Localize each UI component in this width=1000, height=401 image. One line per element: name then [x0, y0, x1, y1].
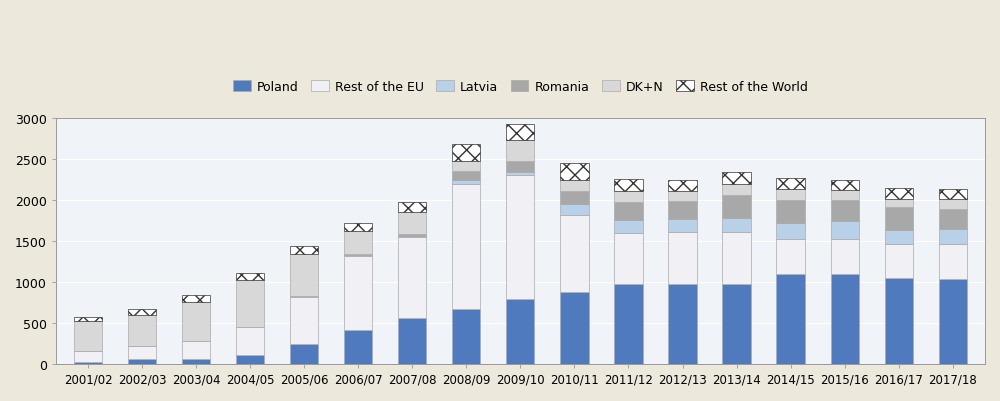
Bar [560, 292, 589, 364]
Bar [290, 297, 318, 344]
Bar [236, 327, 264, 328]
Bar [128, 309, 156, 315]
Legend: Poland, Rest of the EU, Latvia, Romania, DK+N, Rest of the World: Poland, Rest of the EU, Latvia, Romania,… [228, 76, 813, 99]
Bar [398, 318, 426, 364]
Bar [614, 284, 643, 364]
Bar [885, 230, 913, 244]
Bar [506, 172, 534, 176]
Bar [614, 191, 643, 203]
Bar [614, 203, 643, 220]
Bar [668, 219, 697, 232]
Bar [885, 188, 913, 199]
Bar [560, 191, 589, 205]
Bar [290, 246, 318, 254]
Bar [398, 238, 426, 318]
Bar [939, 279, 967, 364]
Bar [560, 205, 589, 216]
Bar [74, 322, 102, 351]
Bar [614, 220, 643, 233]
Bar [776, 190, 805, 200]
Bar [668, 284, 697, 364]
Bar [939, 245, 967, 279]
Bar [290, 254, 318, 297]
Bar [885, 199, 913, 208]
Bar [831, 200, 859, 222]
Bar [452, 310, 480, 364]
Bar [668, 202, 697, 219]
Bar [236, 354, 264, 364]
Bar [939, 189, 967, 200]
Bar [776, 200, 805, 223]
Bar [344, 224, 372, 231]
Bar [614, 233, 643, 284]
Bar [236, 273, 264, 281]
Bar [344, 330, 372, 364]
Bar [831, 222, 859, 239]
Bar [560, 216, 589, 292]
Bar [398, 235, 426, 236]
Bar [452, 171, 480, 181]
Bar [668, 181, 697, 192]
Bar [452, 161, 480, 171]
Bar [344, 254, 372, 256]
Bar [560, 164, 589, 181]
Bar [560, 181, 589, 191]
Bar [398, 213, 426, 235]
Bar [722, 232, 751, 284]
Bar [722, 195, 751, 219]
Bar [831, 181, 859, 190]
Bar [668, 192, 697, 202]
Bar [831, 190, 859, 200]
Bar [506, 141, 534, 162]
Bar [776, 239, 805, 274]
Bar [452, 184, 480, 310]
Bar [885, 278, 913, 364]
Bar [506, 176, 534, 300]
Bar [398, 203, 426, 213]
Bar [831, 274, 859, 364]
Bar [290, 344, 318, 364]
Bar [722, 284, 751, 364]
Bar [776, 223, 805, 239]
Bar [128, 315, 156, 346]
Bar [74, 351, 102, 363]
Bar [939, 229, 967, 245]
Bar [182, 341, 210, 359]
Bar [344, 256, 372, 330]
Bar [722, 172, 751, 184]
Bar [128, 346, 156, 360]
Bar [452, 145, 480, 161]
Bar [776, 179, 805, 190]
Bar [182, 303, 210, 341]
Bar [831, 239, 859, 274]
Bar [885, 244, 913, 278]
Bar [236, 281, 264, 327]
Bar [668, 232, 697, 284]
Bar [722, 219, 751, 232]
Bar [506, 300, 534, 364]
Bar [344, 231, 372, 254]
Bar [452, 181, 480, 184]
Bar [776, 274, 805, 364]
Bar [939, 200, 967, 209]
Bar [182, 359, 210, 364]
Bar [722, 184, 751, 195]
Bar [236, 328, 264, 354]
Bar [398, 236, 426, 238]
Bar [74, 318, 102, 322]
Bar [74, 363, 102, 364]
Bar [885, 208, 913, 230]
Bar [182, 295, 210, 303]
Bar [128, 360, 156, 364]
Bar [614, 179, 643, 191]
Bar [506, 162, 534, 172]
Bar [939, 209, 967, 229]
Bar [506, 124, 534, 141]
